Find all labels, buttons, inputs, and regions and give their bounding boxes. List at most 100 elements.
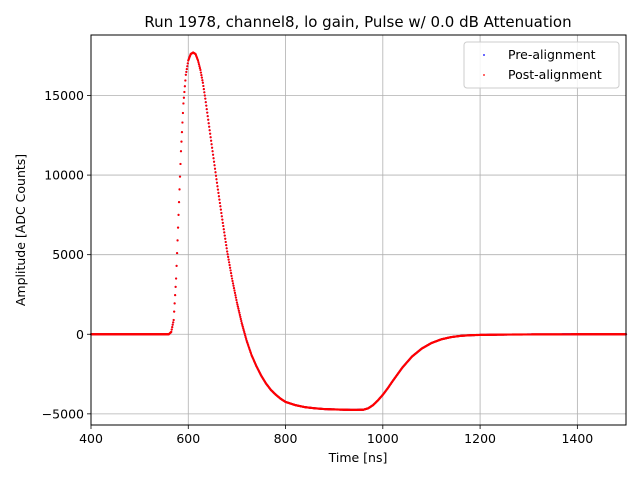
data-series	[89, 51, 628, 411]
data-point	[174, 294, 177, 297]
data-point	[241, 323, 244, 326]
y-tick-label: 10000	[44, 168, 84, 183]
data-point	[197, 63, 201, 66]
data-point	[201, 79, 204, 82]
data-point	[231, 282, 235, 285]
data-point	[230, 277, 234, 280]
data-point	[235, 298, 238, 302]
data-point	[244, 336, 247, 339]
plot-frame	[90, 34, 627, 426]
data-point	[185, 67, 188, 71]
data-point	[243, 330, 246, 333]
data-point	[239, 315, 242, 319]
data-point	[238, 313, 241, 316]
data-point	[177, 213, 180, 216]
data-point	[185, 70, 188, 74]
data-point	[203, 91, 206, 94]
data-point	[236, 303, 239, 306]
x-tick-label: 600	[176, 431, 200, 446]
data-point	[173, 310, 176, 313]
data-point	[214, 174, 218, 177]
data-point	[172, 318, 175, 322]
data-point	[207, 122, 210, 125]
data-point	[210, 139, 213, 142]
data-point	[180, 140, 183, 143]
data-point	[233, 289, 236, 292]
y-tick-label: 15000	[44, 88, 84, 103]
data-point	[226, 253, 229, 256]
data-point	[242, 327, 245, 330]
data-point	[220, 211, 223, 215]
data-point	[208, 125, 211, 128]
data-point	[220, 215, 223, 218]
data-point	[182, 102, 185, 105]
data-point	[221, 221, 224, 224]
legend-marker-pre-alignment	[483, 54, 485, 56]
x-tick-label: 1000	[367, 431, 399, 446]
data-point	[198, 67, 202, 70]
data-point	[170, 330, 173, 333]
data-point	[172, 321, 175, 324]
data-point	[183, 90, 186, 94]
data-point	[203, 94, 206, 97]
data-point	[223, 231, 226, 234]
data-point	[232, 284, 235, 287]
data-point	[231, 279, 234, 283]
data-point	[197, 61, 200, 64]
data-point	[216, 185, 219, 188]
data-point	[238, 311, 241, 314]
data-point	[205, 104, 208, 107]
data-point	[177, 201, 181, 204]
data-point	[207, 118, 210, 121]
data-point	[210, 143, 213, 146]
data-point	[205, 108, 208, 111]
data-point	[198, 65, 201, 68]
legend-label-post-alignment: Post-alignment	[508, 67, 602, 82]
legend-box	[463, 41, 620, 89]
data-point	[171, 323, 174, 326]
data-point	[196, 59, 200, 62]
data-point	[218, 201, 221, 205]
data-point	[181, 111, 185, 115]
data-point	[226, 250, 229, 253]
data-point	[225, 247, 228, 250]
data-point	[217, 191, 220, 195]
data-point	[227, 258, 230, 261]
data-point	[229, 269, 232, 272]
data-point	[233, 291, 237, 294]
series-post-alignment	[89, 51, 628, 411]
data-point	[178, 175, 182, 178]
data-point	[204, 101, 207, 104]
data-point	[201, 81, 204, 84]
data-point	[224, 240, 227, 244]
data-point	[236, 305, 239, 308]
data-point	[212, 160, 216, 163]
data-point	[240, 322, 243, 325]
data-point	[179, 150, 183, 153]
data-point	[245, 337, 248, 340]
data-point	[186, 62, 189, 65]
data-point	[213, 164, 216, 167]
data-point	[229, 272, 233, 275]
data-point	[208, 129, 211, 132]
data-point	[235, 301, 239, 304]
data-point	[225, 244, 228, 247]
x-tick-label: 400	[79, 431, 103, 446]
data-point	[237, 307, 240, 310]
data-point	[216, 188, 220, 191]
y-tick-label: 0	[76, 327, 84, 342]
data-point	[230, 274, 233, 277]
data-point	[215, 181, 219, 184]
data-point	[176, 226, 180, 229]
data-point	[180, 131, 184, 134]
data-point	[219, 208, 222, 211]
data-point	[184, 73, 187, 76]
data-point	[186, 65, 189, 68]
chart-title: Run 1978, channel8, lo gain, Pulse w/ 0.…	[144, 13, 571, 31]
data-point	[175, 264, 178, 267]
x-axis-label: Time [ns]	[328, 450, 388, 465]
data-point	[234, 296, 238, 299]
data-point	[214, 171, 217, 174]
data-point	[206, 111, 209, 114]
